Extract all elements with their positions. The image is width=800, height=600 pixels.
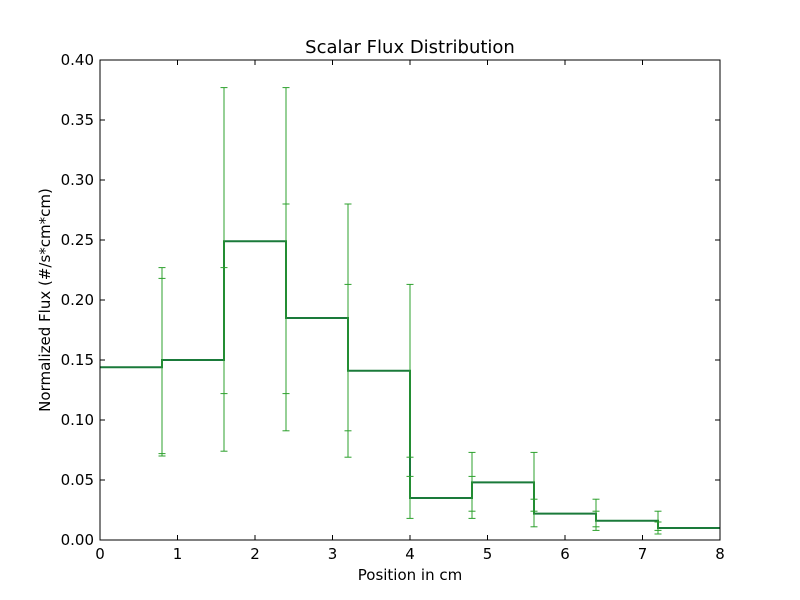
error-bar — [406, 475, 414, 519]
x-tick-label: 8 — [715, 545, 725, 563]
x-tick-label: 5 — [483, 545, 493, 563]
y-tick-label: 0.35 — [61, 111, 94, 129]
error-bar — [220, 267, 228, 452]
y-tick-label: 0.05 — [61, 471, 94, 489]
y-tick-label: 0.30 — [61, 171, 94, 189]
error-bar — [592, 510, 600, 531]
error-bar — [158, 267, 166, 457]
error-bar — [468, 451, 476, 512]
x-axis-title: Position in cm — [358, 566, 462, 584]
x-tick-label: 2 — [250, 545, 260, 563]
x-tick-label: 7 — [638, 545, 648, 563]
x-tick-label: 0 — [95, 545, 105, 563]
x-tick-label: 3 — [328, 545, 338, 563]
error-bar — [530, 498, 538, 528]
y-tick-label: 0.20 — [61, 291, 94, 309]
x-tick-label: 1 — [173, 545, 183, 563]
y-tick-label: 0.15 — [61, 351, 94, 369]
y-axis-title: Normalized Flux (#/s*cm*cm) — [36, 188, 54, 412]
y-tick-label: 0.00 — [61, 531, 94, 549]
chart-title: Scalar Flux Distribution — [305, 37, 515, 58]
error-bar — [654, 521, 662, 535]
plot-area: 0 1 2 3 4 5 6 7 8 0.00 0.05 0.10 0.15 0.20 0.25 0.30 0.3… — [61, 51, 725, 563]
error-bar — [344, 283, 352, 458]
y-tick-label: 0.10 — [61, 411, 94, 429]
x-tick-label: 6 — [560, 545, 570, 563]
y-tick-label: 0.40 — [61, 51, 94, 69]
error-bar — [406, 283, 414, 458]
x-tick-label: 4 — [405, 545, 415, 563]
error-bar — [282, 203, 290, 432]
y-tick-label: 0.25 — [61, 231, 94, 249]
